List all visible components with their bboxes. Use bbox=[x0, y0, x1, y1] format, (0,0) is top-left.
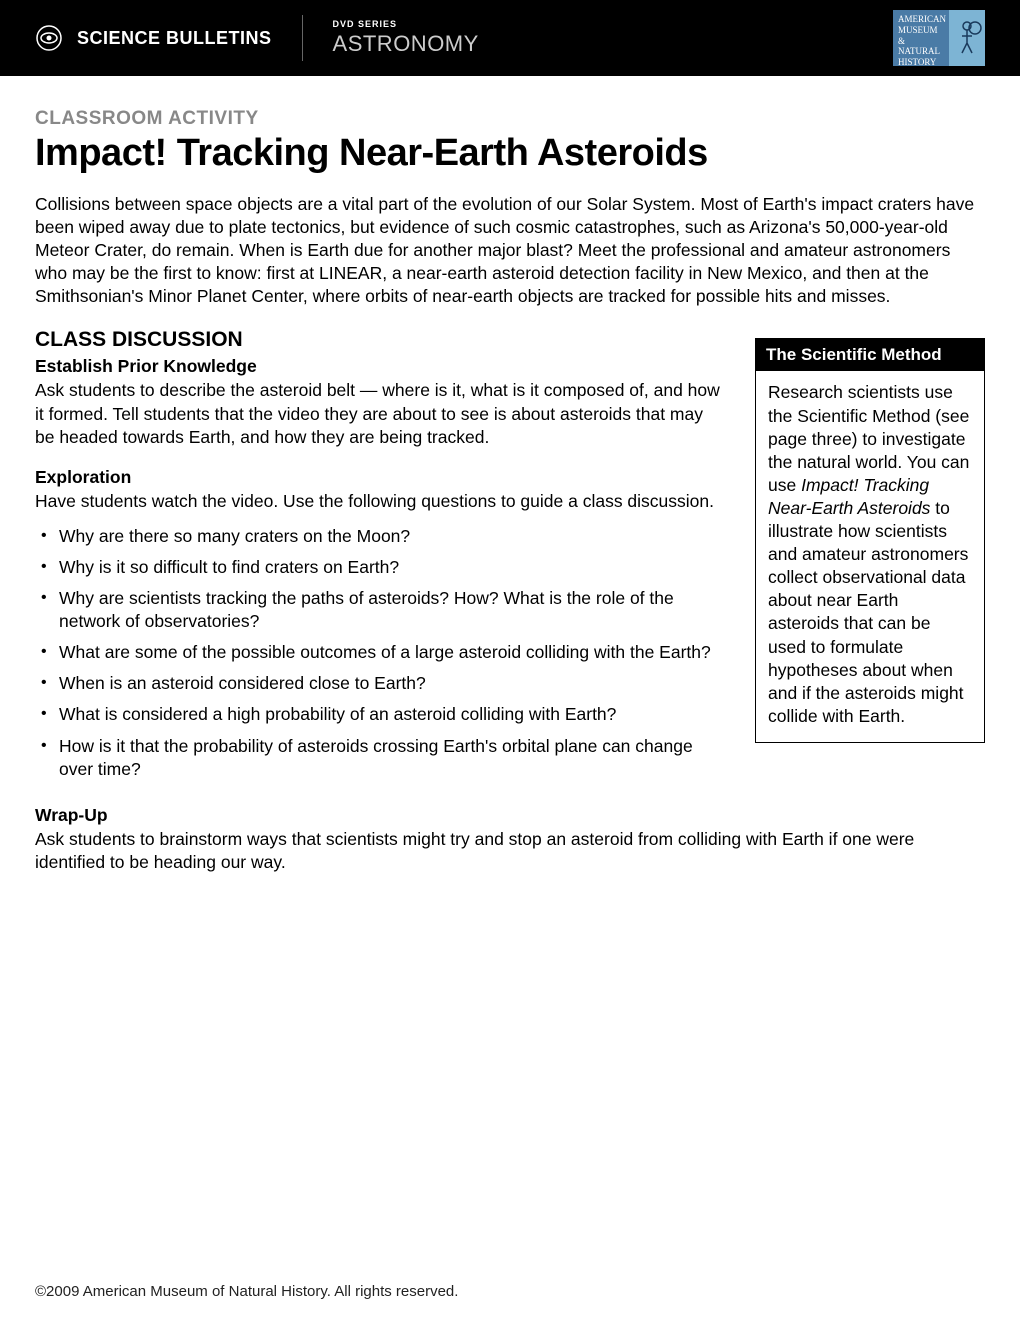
question-item: Why is it so difficult to find craters o… bbox=[59, 556, 721, 579]
eye-icon bbox=[35, 24, 63, 52]
main-row: CLASS DISCUSSION Establish Prior Knowled… bbox=[35, 328, 985, 798]
classroom-activity-label: CLASSROOM ACTIVITY bbox=[35, 108, 985, 130]
wrapup-body: Ask students to brainstorm ways that sci… bbox=[35, 828, 985, 874]
page-title: Impact! Tracking Near-Earth Asteroids bbox=[35, 132, 985, 175]
header-bar: SCIENCE BULLETINS DVD SERIES ASTRONOMY A… bbox=[0, 0, 1020, 76]
copyright: ©2009 American Museum of Natural History… bbox=[35, 1283, 458, 1300]
wrapup-section: Wrap-Up Ask students to brainstorm ways … bbox=[35, 805, 985, 874]
question-item: How is it that the probability of astero… bbox=[59, 735, 721, 781]
question-item: What is considered a high probability of… bbox=[59, 703, 721, 726]
sidebar-box: The Scientific Method Research scientist… bbox=[755, 338, 985, 742]
logo-section: SCIENCE BULLETINS DVD SERIES ASTRONOMY bbox=[35, 15, 479, 61]
amnh-line3: NATURAL bbox=[898, 46, 944, 57]
dvd-section: DVD SERIES ASTRONOMY bbox=[333, 19, 479, 57]
questions-list: Why are there so many craters on the Moo… bbox=[35, 525, 721, 781]
astronomy-label: ASTRONOMY bbox=[333, 31, 479, 57]
header-divider bbox=[302, 15, 303, 61]
content: CLASSROOM ACTIVITY Impact! Tracking Near… bbox=[0, 76, 1020, 874]
intro-paragraph: Collisions between space objects are a v… bbox=[35, 193, 985, 308]
exploration-heading: Exploration bbox=[35, 467, 721, 488]
exploration-body: Have students watch the video. Use the f… bbox=[35, 490, 721, 513]
question-item: Why are there so many craters on the Moo… bbox=[59, 525, 721, 548]
wrapup-heading: Wrap-Up bbox=[35, 805, 985, 826]
amnh-figure-icon bbox=[949, 10, 985, 66]
left-column: CLASS DISCUSSION Establish Prior Knowled… bbox=[35, 328, 721, 798]
establish-heading: Establish Prior Knowledge bbox=[35, 356, 721, 377]
class-discussion-heading: CLASS DISCUSSION bbox=[35, 328, 721, 352]
dvd-series-label: DVD SERIES bbox=[333, 19, 479, 29]
question-item: What are some of the possible outcomes o… bbox=[59, 641, 721, 664]
amnh-logo: AMERICAN MUSEUM & NATURAL HISTORY bbox=[893, 10, 985, 66]
amnh-text: AMERICAN MUSEUM & NATURAL HISTORY bbox=[893, 10, 949, 66]
question-item: When is an asteroid considered close to … bbox=[59, 672, 721, 695]
sidebar-body: Research scientists use the Scientific M… bbox=[756, 371, 984, 741]
sidebar-header: The Scientific Method bbox=[756, 339, 984, 371]
amnh-line4: HISTORY bbox=[898, 57, 944, 68]
right-column: The Scientific Method Research scientist… bbox=[755, 328, 985, 798]
establish-body: Ask students to describe the asteroid be… bbox=[35, 379, 721, 448]
science-bulletins-label: SCIENCE BULLETINS bbox=[77, 28, 272, 49]
question-item: Why are scientists tracking the paths of… bbox=[59, 587, 721, 633]
amnh-line1: AMERICAN bbox=[898, 14, 944, 25]
amnh-line2: MUSEUM & bbox=[898, 25, 944, 47]
sidebar-post: to illustrate how scientists and amateur… bbox=[768, 498, 968, 726]
